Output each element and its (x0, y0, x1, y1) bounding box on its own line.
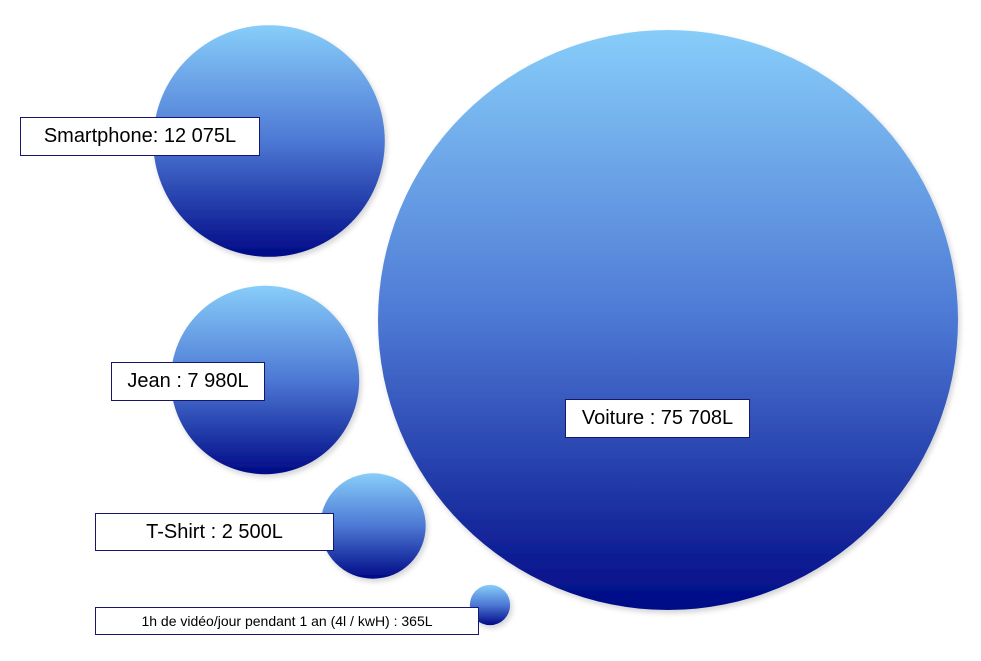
label-tshirt: T-Shirt : 2 500L (95, 513, 334, 551)
bubble-jean (170, 285, 360, 475)
bubble-voiture (378, 30, 958, 610)
label-video: 1h de vidéo/jour pendant 1 an (4l / kwH)… (95, 607, 479, 635)
label-jean: Jean : 7 980L (111, 362, 265, 401)
bubble-tshirt (320, 473, 426, 579)
label-voiture: Voiture : 75 708L (565, 399, 750, 438)
bubble-smartphone (153, 25, 385, 257)
label-smartphone: Smartphone: 12 075L (20, 117, 260, 156)
bubble-video (469, 584, 511, 626)
